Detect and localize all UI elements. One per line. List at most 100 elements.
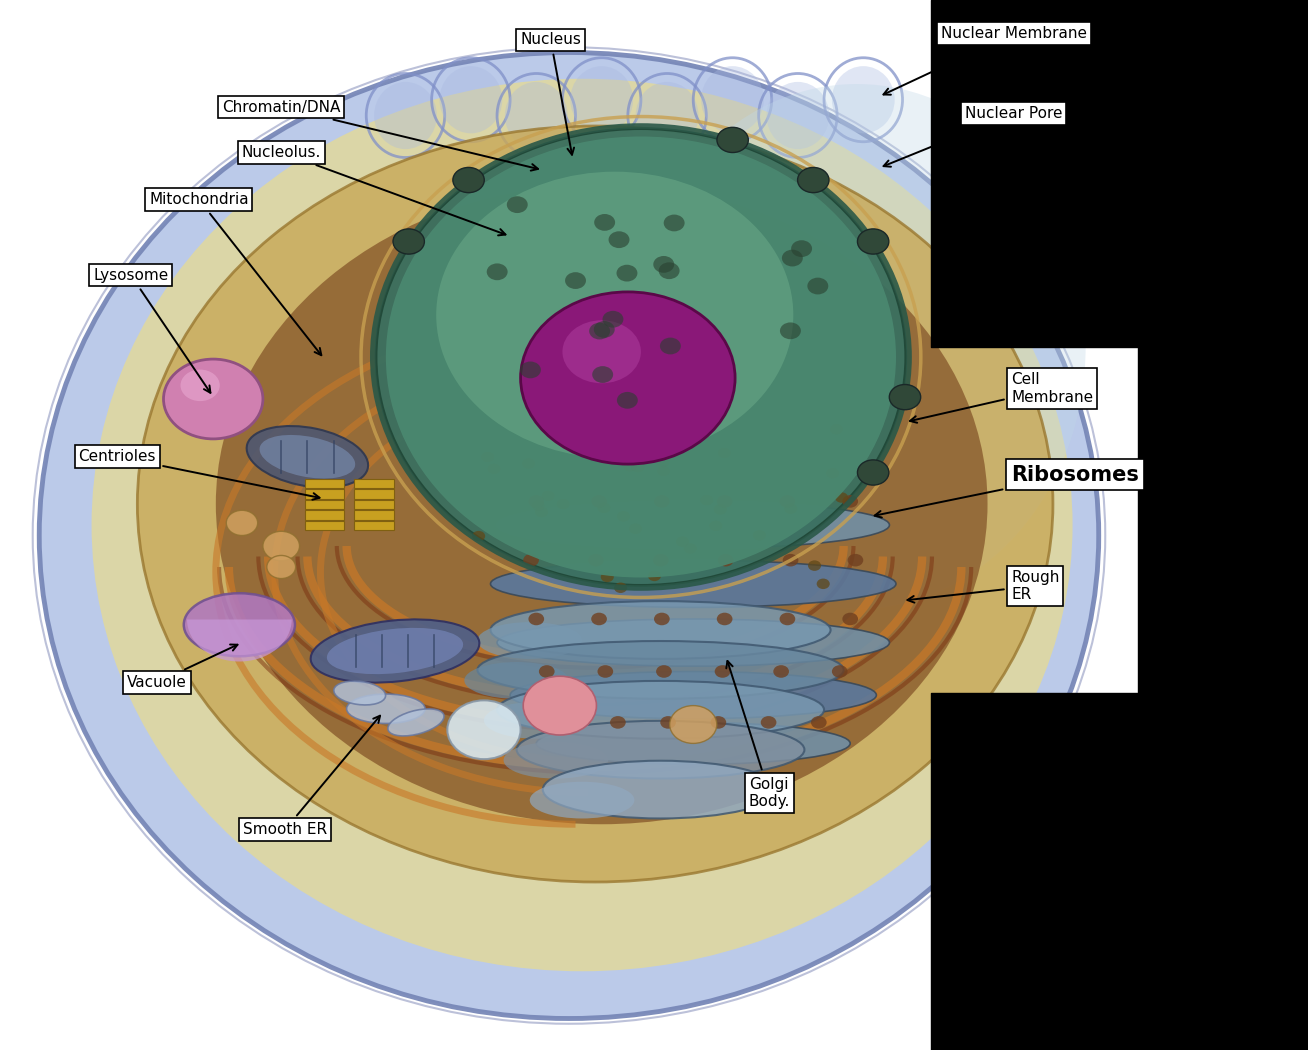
Circle shape [562,320,641,383]
Circle shape [687,423,700,434]
Circle shape [829,424,842,435]
Circle shape [832,666,848,678]
Circle shape [657,666,672,678]
Circle shape [595,442,608,453]
Circle shape [487,264,508,280]
Circle shape [653,256,674,273]
Circle shape [632,462,645,472]
Ellipse shape [311,620,479,682]
Ellipse shape [183,593,296,656]
Ellipse shape [504,741,608,779]
Ellipse shape [628,84,1086,609]
Circle shape [564,429,577,440]
Bar [354,521,394,530]
Ellipse shape [766,82,829,149]
Ellipse shape [477,640,844,699]
Circle shape [808,561,821,571]
Circle shape [608,231,629,248]
Text: Nucleolus.: Nucleolus. [242,145,505,235]
Circle shape [610,716,625,729]
Ellipse shape [388,709,443,736]
Circle shape [858,229,889,254]
Circle shape [565,272,586,289]
Circle shape [657,457,670,467]
Circle shape [589,554,604,567]
Bar [305,489,344,499]
Ellipse shape [497,502,889,548]
Circle shape [603,311,624,328]
Text: Mitochondria: Mitochondria [149,192,322,355]
Circle shape [717,127,748,152]
Circle shape [718,447,731,458]
Circle shape [164,359,263,439]
Circle shape [392,229,424,254]
Circle shape [780,496,795,507]
Ellipse shape [216,184,988,824]
Ellipse shape [92,79,1073,971]
Text: Nucleus: Nucleus [521,33,581,154]
Circle shape [835,492,848,503]
Circle shape [598,503,611,513]
Circle shape [589,322,610,339]
Ellipse shape [497,681,824,739]
Circle shape [780,322,800,339]
Circle shape [521,292,735,464]
Circle shape [676,537,689,547]
Circle shape [858,460,889,485]
Circle shape [528,612,544,625]
Circle shape [447,700,521,759]
Circle shape [710,716,726,729]
Ellipse shape [137,126,1053,882]
Circle shape [709,521,722,531]
Ellipse shape [490,561,896,607]
Circle shape [782,554,798,567]
Circle shape [593,366,613,383]
Circle shape [506,196,527,213]
Circle shape [842,496,858,507]
Text: Vacuole: Vacuole [127,645,238,690]
Circle shape [267,555,296,579]
Ellipse shape [570,66,633,133]
Circle shape [539,666,555,678]
Circle shape [523,554,539,567]
Bar [354,510,394,520]
Ellipse shape [505,82,568,149]
Text: Nuclear Membrane: Nuclear Membrane [883,26,1087,94]
Ellipse shape [247,426,368,487]
Text: Golgi
Body.: Golgi Body. [726,660,790,808]
Ellipse shape [484,702,589,739]
Circle shape [598,666,613,678]
Circle shape [629,524,642,534]
Ellipse shape [543,760,778,819]
Circle shape [653,554,668,567]
Circle shape [798,167,829,192]
Circle shape [617,392,638,408]
Circle shape [613,583,627,593]
Circle shape [535,507,548,518]
Circle shape [560,716,576,729]
Circle shape [773,666,789,678]
Circle shape [617,511,630,522]
Bar [305,521,344,530]
Circle shape [647,570,661,581]
Circle shape [807,277,828,294]
Ellipse shape [374,82,437,149]
Ellipse shape [497,618,889,666]
Ellipse shape [437,171,793,458]
Circle shape [714,504,727,514]
Circle shape [600,571,613,582]
Ellipse shape [39,52,1099,1018]
Bar [305,510,344,520]
Bar [354,489,394,499]
Ellipse shape [530,781,634,819]
Circle shape [557,499,570,509]
Ellipse shape [377,129,905,586]
Circle shape [488,463,501,474]
Circle shape [657,466,670,477]
Circle shape [761,716,777,729]
Circle shape [827,468,840,479]
Bar [354,500,394,509]
Circle shape [782,250,803,267]
Circle shape [263,531,300,561]
Circle shape [624,461,637,471]
